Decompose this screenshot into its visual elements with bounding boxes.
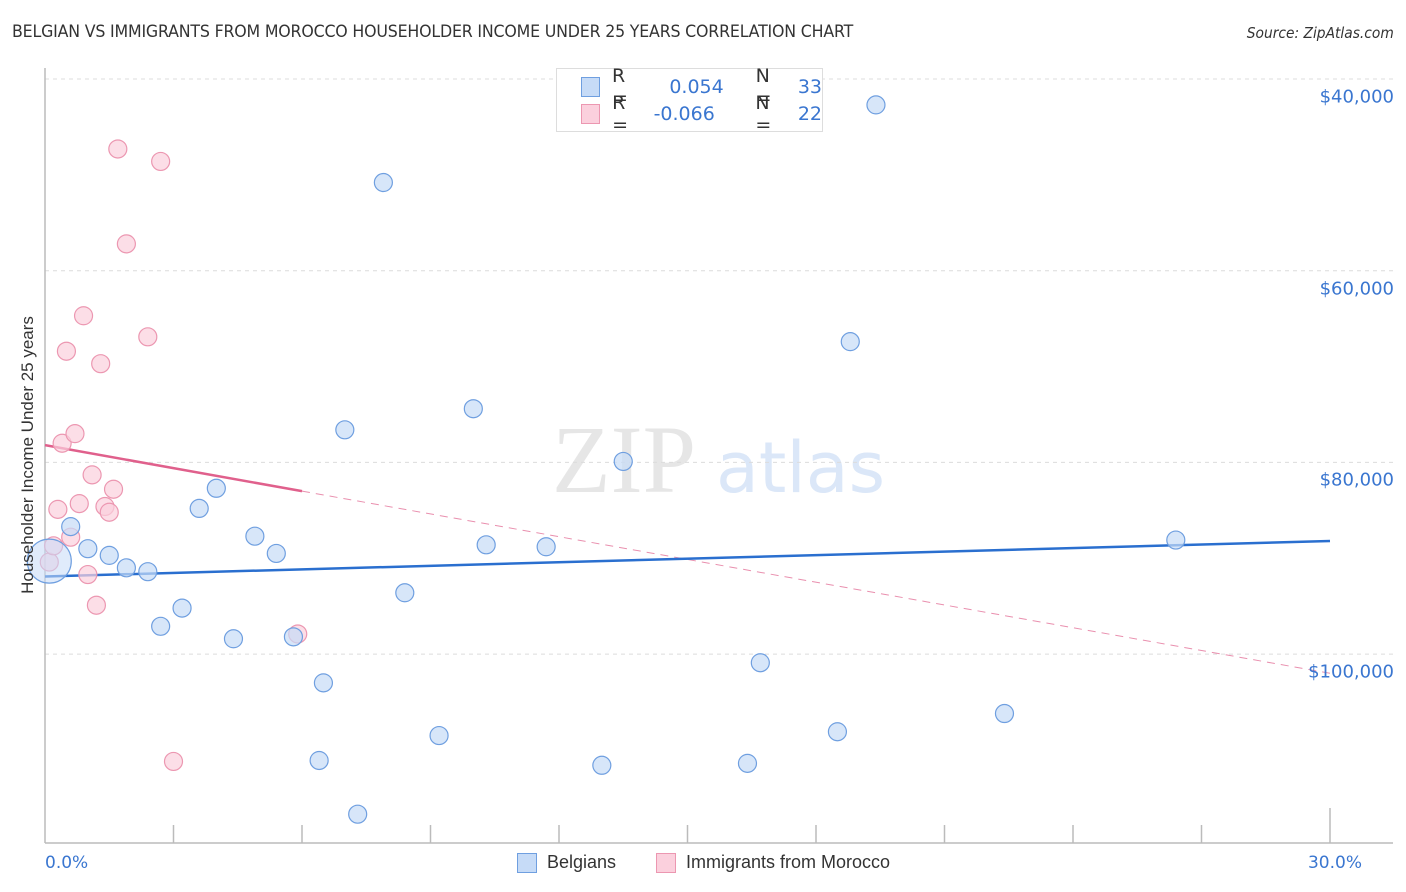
y-axis-label: Householder Income Under 25 years: [18, 316, 37, 594]
source-label: Source: ZipAtlas.com: [1247, 24, 1394, 42]
stats-legend: R = 0.054 N = 33 R = -0.066 N = 22: [556, 65, 823, 136]
y-tick-label: $40,000: [1319, 86, 1394, 108]
data-point: [206, 478, 226, 498]
data-point: [840, 332, 860, 352]
x-tick-max: 30.0%: [1307, 853, 1363, 873]
data-point: [463, 399, 483, 419]
data-point: [99, 545, 119, 565]
y-tick-label: $80,000: [1319, 469, 1394, 491]
belgians-swatch: [581, 77, 601, 97]
data-point: [138, 327, 158, 347]
data-point: [69, 494, 89, 514]
data-point: [373, 172, 393, 193]
data-point: [429, 725, 449, 746]
data-point: [750, 653, 770, 673]
legend-label: Belgians: [547, 852, 617, 872]
r-label: R =: [612, 92, 629, 136]
data-point: [335, 420, 355, 440]
data-point: [283, 627, 304, 647]
data-point: [65, 424, 85, 444]
data-point: [151, 151, 171, 172]
data-point: [78, 564, 98, 585]
data-point: [82, 465, 102, 485]
data-point: [313, 673, 334, 693]
gridlines: [45, 78, 1393, 655]
data-point: [61, 517, 81, 537]
data-point: [395, 583, 415, 603]
data-point: [108, 139, 128, 159]
data-point: [151, 616, 171, 636]
x-tick-min: 0.0%: [45, 853, 89, 873]
trend-lines: [44, 443, 1331, 674]
legend-label: Immigrants from Morocco: [686, 852, 891, 872]
morocco-legend-swatch: [656, 852, 676, 873]
r-value: 0.054: [669, 76, 724, 98]
data-point: [189, 498, 209, 519]
belgian-points: [26, 95, 1186, 824]
chart-title: BELGIAN VS IMMIGRANTS FROM MOROCCO HOUSE…: [12, 22, 854, 42]
data-point: [73, 306, 94, 326]
legend-item-belgians[interactable]: Belgians: [517, 852, 616, 873]
data-point: [48, 499, 68, 519]
data-point: [116, 558, 136, 578]
data-point: [163, 751, 184, 772]
data-point: [309, 750, 329, 771]
n-value: 33: [797, 76, 822, 98]
belgians-legend-swatch: [517, 852, 537, 873]
data-point: [613, 451, 633, 472]
legend-item-morocco[interactable]: Immigrants from Morocco: [656, 852, 890, 873]
morocco-points: [39, 139, 308, 772]
data-point: [737, 753, 758, 773]
svg-text:atlas: atlas: [716, 427, 885, 509]
data-point: [26, 538, 72, 584]
data-point: [78, 539, 98, 559]
data-point: [52, 433, 72, 453]
data-point: [994, 703, 1015, 724]
data-point: [348, 804, 368, 824]
stats-row-belgians: R = 0.054 N = 33: [581, 65, 822, 109]
y-tick-label: $60,000: [1319, 278, 1394, 300]
data-point: [536, 537, 556, 557]
morocco-swatch: [581, 104, 601, 124]
axes: [44, 68, 1393, 844]
stats-row-morocco: R = -0.066 N = 22: [581, 92, 822, 136]
n-label: N =: [755, 65, 772, 109]
r-value: -0.066: [653, 103, 715, 125]
data-point: [866, 95, 886, 115]
r-label: R =: [612, 65, 628, 109]
data-point: [86, 595, 107, 615]
data-point: [138, 562, 158, 582]
n-label: N =: [755, 92, 772, 136]
data-point: [116, 234, 136, 254]
zipatlas-watermark: ZIP atlas: [552, 406, 885, 513]
data-point: [266, 543, 286, 564]
y-tick-label: $100,000: [1308, 661, 1394, 683]
data-point: [103, 479, 124, 499]
data-point: [99, 502, 119, 522]
data-point: [91, 354, 111, 374]
data-point: [827, 722, 848, 742]
data-point: [172, 598, 192, 618]
data-point: [592, 755, 612, 775]
data-point: [245, 526, 265, 546]
data-point: [56, 341, 77, 361]
data-point: [476, 535, 496, 555]
n-value: 22: [797, 103, 822, 125]
data-point: [223, 629, 244, 649]
data-point: [1166, 530, 1186, 550]
